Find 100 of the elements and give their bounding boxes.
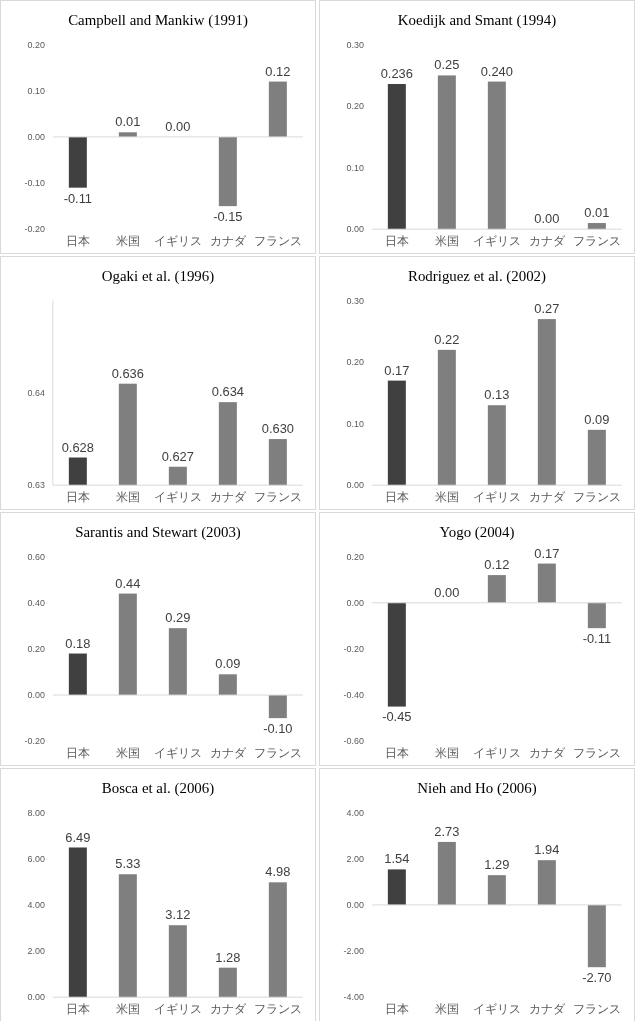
y-tick-label: 0.00 [27, 690, 45, 701]
data-label: 0.12 [484, 557, 510, 573]
y-tick-label: -0.20 [24, 224, 45, 235]
chart-title: Ogaki et al. (1996) [101, 267, 215, 285]
bar [118, 874, 137, 998]
bar [587, 429, 606, 486]
chart-title: Koedijk and Smant (1994) [397, 11, 557, 29]
y-tick-label: 0.30 [346, 295, 364, 306]
y-tick-label: 0.10 [27, 85, 45, 96]
data-label: -0.45 [382, 709, 412, 725]
y-tick-label: 0.20 [346, 101, 364, 112]
data-label: 3.12 [165, 907, 191, 923]
data-label: 0.44 [115, 575, 141, 591]
data-label: 1.94 [534, 842, 560, 858]
y-tick-label: 0.60 [27, 551, 45, 562]
x-tick-label: イギリス [153, 746, 202, 761]
bar [218, 674, 237, 696]
bar [387, 84, 406, 230]
bar [68, 847, 87, 998]
bar [168, 925, 187, 998]
bar [268, 695, 287, 719]
data-label: 5.33 [115, 856, 141, 872]
y-tick-label: 0.20 [27, 39, 45, 50]
data-label: 1.29 [484, 857, 510, 873]
x-tick-label: 米国 [434, 1002, 459, 1017]
chart-title: Rodriguez et al. (2002) [408, 267, 547, 285]
data-label: 0.630 [261, 421, 294, 437]
y-tick-label: 0.00 [346, 224, 364, 235]
data-label: 0.17 [534, 545, 560, 561]
x-tick-label: イギリス [472, 746, 521, 761]
x-tick-label: カナダ [528, 746, 566, 761]
data-label: 0.00 [434, 584, 460, 600]
y-tick-label: 0.20 [346, 551, 364, 562]
x-tick-label: イギリス [153, 490, 202, 505]
data-label: 0.634 [211, 384, 244, 400]
bar [268, 882, 287, 998]
bar [587, 602, 606, 629]
x-tick-label: 米国 [434, 234, 459, 249]
x-tick-label: 米国 [434, 746, 459, 761]
x-tick-label: 米国 [115, 490, 140, 505]
x-tick-label: 日本 [384, 746, 409, 761]
y-tick-label: 0.00 [346, 597, 364, 608]
data-label: 4.98 [265, 864, 291, 880]
x-tick-label: イギリス [153, 1002, 202, 1017]
data-label: 0.00 [165, 118, 191, 134]
y-tick-label: 4.00 [27, 899, 45, 910]
x-tick-label: フランス [253, 234, 302, 249]
bar [387, 602, 406, 707]
y-tick-label: 0.30 [346, 39, 364, 50]
y-tick-label: 0.00 [346, 480, 364, 491]
x-tick-label: カナダ [528, 234, 566, 249]
bar [487, 575, 506, 603]
bar [437, 841, 456, 905]
bar [218, 967, 237, 998]
data-label: -0.10 [263, 721, 293, 736]
bar [587, 223, 606, 230]
chart-title: Yogo (2004) [439, 523, 515, 541]
x-tick-label: 日本 [384, 1002, 409, 1017]
y-tick-label: -0.10 [24, 178, 45, 189]
x-tick-label: カナダ [528, 490, 566, 505]
y-tick-label: 8.00 [27, 807, 45, 818]
data-label: 0.12 [265, 63, 291, 79]
bar [268, 81, 287, 137]
x-tick-label: 日本 [65, 1002, 90, 1017]
data-label: 1.28 [215, 949, 241, 965]
bar [68, 653, 87, 696]
data-label: -0.15 [213, 209, 243, 224]
x-tick-label: カナダ [209, 746, 247, 761]
x-tick-label: 日本 [384, 490, 409, 505]
data-label: 0.13 [484, 387, 510, 403]
data-label: 0.29 [165, 610, 191, 626]
y-tick-label: 0.20 [346, 357, 364, 368]
chart-title: Campbell and Mankiw (1991) [68, 11, 248, 29]
chart-title: Sarantis and Stewart (2003) [75, 523, 241, 541]
y-tick-label: -0.40 [343, 690, 364, 701]
y-tick-label: -2.00 [343, 946, 364, 957]
data-label: -2.70 [582, 970, 612, 986]
data-label: -0.11 [63, 190, 93, 206]
x-tick-label: フランス [572, 234, 621, 249]
data-label: 0.240 [480, 63, 513, 79]
data-label: 0.18 [65, 635, 91, 651]
x-tick-label: イギリス [472, 234, 521, 249]
x-tick-label: 日本 [65, 746, 90, 761]
x-tick-label: 日本 [65, 234, 90, 249]
y-tick-label: -0.20 [24, 736, 45, 747]
y-tick-label: 0.00 [27, 992, 45, 1003]
chart-title: Bosca et al. (2006) [101, 779, 215, 797]
x-tick-label: カナダ [209, 1002, 247, 1017]
x-tick-label: 米国 [115, 746, 140, 761]
chart-title: Nieh and Ho (2006) [417, 779, 537, 797]
data-label: 0.627 [161, 448, 194, 464]
data-label: 0.628 [61, 439, 94, 455]
y-tick-label: 0.40 [27, 597, 45, 608]
bar [537, 319, 556, 486]
y-tick-label: 0.10 [346, 162, 364, 173]
data-label: 1.54 [384, 851, 410, 867]
x-tick-label: 米国 [115, 1002, 140, 1017]
data-label: -0.11 [582, 631, 612, 647]
y-tick-label: 0.10 [346, 418, 364, 429]
data-label: 0.236 [380, 66, 413, 82]
